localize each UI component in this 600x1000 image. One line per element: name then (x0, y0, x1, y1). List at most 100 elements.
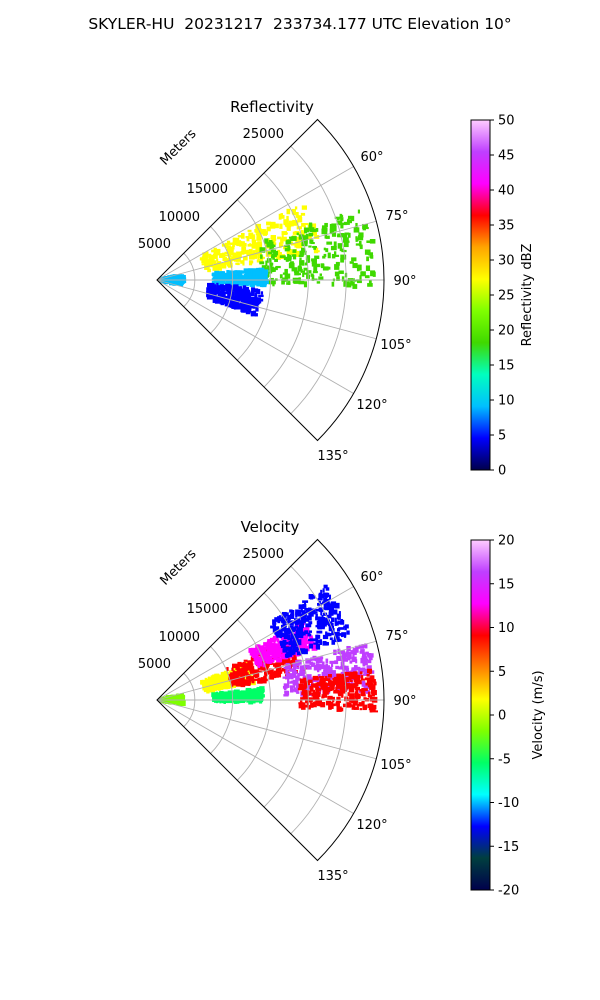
echo-cell (339, 650, 345, 655)
echo-cell (241, 289, 245, 294)
echo-cell (240, 693, 246, 700)
velocity-title: Velocity (241, 518, 300, 536)
echo-cell (332, 700, 335, 703)
echo-cell (215, 299, 221, 303)
echo-cell (370, 675, 375, 681)
figure-title: SKYLER-HU 20231217 233734.177 UTC Elevat… (88, 15, 512, 33)
velocity-colorbar: -20 -15 -10 -5 0 5 10 15 20 Velocity (m/s) (470, 534, 546, 899)
echo-cell (233, 237, 240, 241)
echo-cell (276, 254, 279, 260)
echo-cell (257, 272, 261, 277)
echo-cell (179, 281, 182, 285)
echo-cell (362, 651, 365, 656)
echo-cell (364, 668, 369, 673)
echo-cell (325, 678, 331, 682)
echo-cell (296, 627, 301, 633)
echo-cell (303, 617, 310, 622)
echo-cell (309, 239, 314, 244)
echo-cell (268, 280, 275, 285)
echo-cell (251, 680, 255, 684)
echo-cell (347, 232, 351, 238)
echo-cell (261, 696, 264, 702)
echo-cell (227, 246, 233, 252)
echo-cell (269, 266, 274, 273)
echo-cell (219, 277, 223, 281)
echo-cell (343, 677, 350, 683)
echo-cell (208, 283, 215, 288)
echo-cell (306, 702, 309, 706)
echo-cell (347, 215, 352, 220)
echo-cell (359, 671, 363, 675)
echo-cell (236, 251, 242, 258)
echo-cell (313, 247, 319, 254)
echo-cell (203, 259, 210, 264)
reflectivity-r-tick-10000: 10000 (159, 210, 200, 225)
echo-cell (257, 241, 262, 245)
echo-cell (340, 254, 347, 260)
echo-cell (291, 654, 294, 658)
echo-cell (266, 226, 271, 232)
echo-cell (330, 662, 334, 668)
reflectivity-r-tick-labels: 5000 10000 15000 20000 25000 (138, 127, 284, 252)
echo-cell (244, 306, 247, 311)
velocity-theta-tick-120: 120° (356, 818, 387, 833)
echo-cell (233, 697, 238, 704)
echo-cell (335, 254, 340, 257)
echo-cell (300, 646, 305, 650)
echo-cell (164, 278, 171, 284)
echo-cell (280, 624, 287, 630)
echo-cell (326, 603, 332, 608)
echo-cell (240, 297, 244, 302)
echo-cell (281, 654, 287, 658)
echo-cell (362, 658, 369, 662)
echo-cell (350, 650, 356, 654)
echo-cell (247, 680, 251, 686)
echo-cell (351, 257, 357, 262)
echo-cell (260, 254, 263, 259)
echo-cell (296, 651, 302, 656)
echo-cell (222, 285, 228, 288)
echo-cell (270, 236, 276, 240)
echo-cell (334, 264, 340, 270)
colorbar-tick-label: -10 (498, 796, 519, 811)
echo-cell (250, 251, 253, 257)
echo-cell (300, 212, 306, 216)
echo-cell (229, 302, 235, 308)
echo-cell (366, 677, 370, 684)
echo-cell (268, 639, 272, 646)
echo-cell (336, 655, 343, 662)
echo-cell (356, 679, 362, 685)
echo-cell (281, 239, 284, 244)
echo-cell (276, 657, 283, 663)
echo-cell (288, 654, 293, 657)
colorbar-tick-label: -5 (498, 752, 511, 767)
echo-cell (328, 704, 332, 710)
echo-cell (242, 667, 246, 671)
reflectivity-r-tick-20000: 20000 (215, 154, 256, 169)
echo-cell (275, 662, 281, 668)
echo-cell (281, 667, 287, 672)
echo-cell (294, 230, 300, 234)
echo-cell (283, 694, 289, 697)
echo-cell (240, 260, 245, 264)
echo-cell (339, 687, 346, 694)
azimuth-line-75 (156, 220, 377, 281)
echo-cell (273, 655, 277, 659)
echo-cell (278, 644, 283, 650)
echo-cell (367, 691, 371, 698)
echo-cell (274, 266, 278, 271)
echo-cell (231, 252, 236, 255)
echo-cell (239, 302, 244, 307)
echo-cell (236, 690, 240, 695)
echo-cell (365, 682, 370, 686)
echo-cell (322, 612, 328, 616)
colorbar-tick-label: -20 (498, 884, 519, 899)
echo-cell (362, 663, 366, 667)
colorbar-tick-label: 20 (498, 324, 515, 339)
echo-cell (315, 643, 319, 649)
echo-cell (305, 645, 309, 650)
echo-cell (259, 258, 264, 263)
echo-cell (338, 633, 342, 636)
echo-cell (257, 256, 260, 262)
reflectivity-theta-tick-75: 75° (385, 209, 408, 224)
